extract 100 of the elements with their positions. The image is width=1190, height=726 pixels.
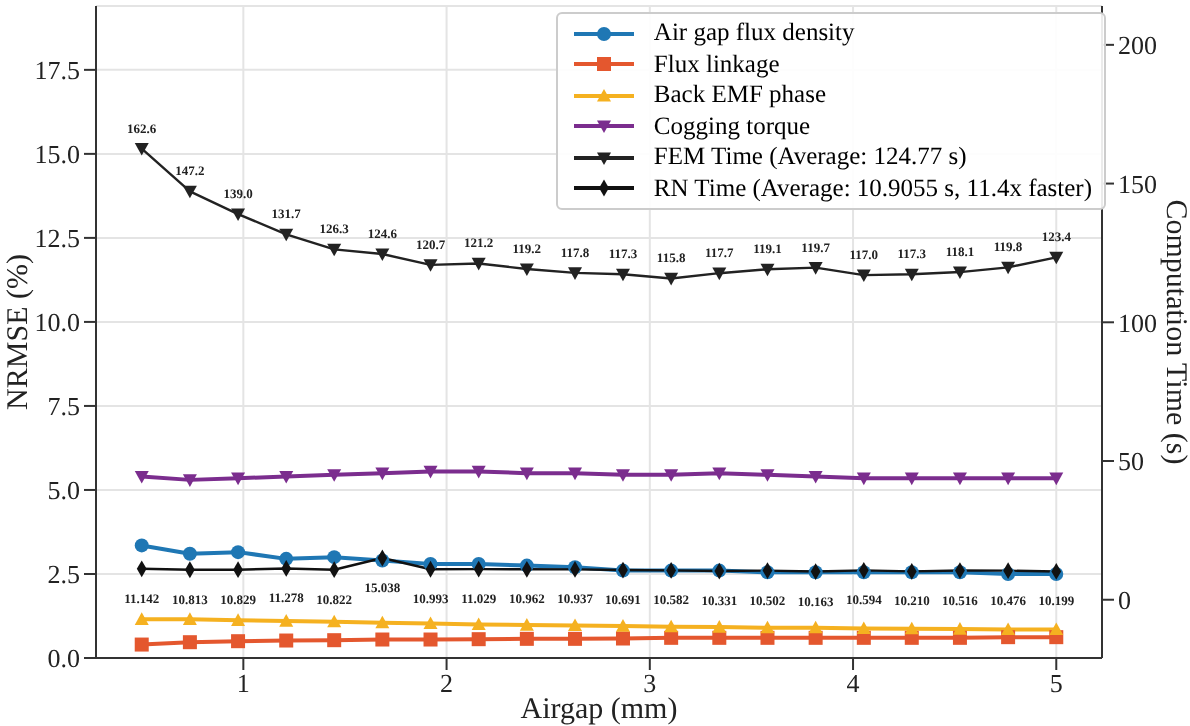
point [664,469,679,482]
x-tick-label: 5 [1049,668,1063,699]
y-tick-label: 7.5 [47,391,80,422]
point [760,620,775,634]
point [423,259,438,272]
point [519,618,534,631]
point [279,614,294,627]
point [134,143,149,156]
point [1049,472,1064,486]
point [375,632,390,647]
point [615,631,630,646]
point [519,467,534,481]
point [856,621,871,635]
point [760,263,775,277]
y2-tick-label: 150 [1118,168,1157,199]
x-axis-title: Airgap (mm) [520,694,678,726]
legend-label: FEM Time (Average: 124.77 s) [653,142,967,173]
point [568,267,583,280]
point [279,470,294,484]
point [423,465,438,479]
point [423,632,438,647]
point [279,228,294,242]
point [952,622,967,635]
point [568,618,583,631]
point [808,470,823,484]
point [856,472,871,486]
point [134,538,149,553]
point [471,257,486,271]
point [615,469,630,482]
point [134,637,149,652]
x-tick-label: 4 [846,668,861,699]
point [568,631,583,646]
point [327,633,342,648]
point [760,469,775,482]
y-axis-title: NRMSE (%) [2,254,35,410]
point [471,632,486,647]
point [519,263,534,277]
point [615,619,630,632]
point [134,470,149,484]
point [327,243,342,257]
point [182,546,197,561]
legend-label: Back EMF phase [653,80,827,111]
point [1049,251,1064,265]
point [182,635,197,650]
y2-tick-label: 0 [1118,584,1131,615]
legend-label: RN Time (Average: 10.9055 s, 11.4x faster) [653,173,1092,204]
point [856,269,871,283]
y-tick-label: 17.5 [34,55,80,86]
y2-axis-title: Computation Time (s) [1159,199,1190,465]
x-tick-label: 3 [643,668,657,699]
point [519,631,534,646]
y-tick-label: 12.5 [34,223,80,254]
point [712,620,727,633]
point [1001,261,1016,275]
y-tick-label: 10.0 [34,307,80,338]
point [182,612,197,625]
point [231,472,246,486]
y-tick-label: 5.0 [47,475,80,506]
point [471,617,486,630]
point [712,267,727,281]
y-tick-label: 0.0 [47,643,80,674]
legend-label: Air gap flux density [653,18,855,49]
legend-label: Cogging torque [653,111,811,142]
point [423,616,438,629]
point [664,630,679,645]
point [808,262,823,275]
point [664,272,679,286]
y2-tick-label: 100 [1118,307,1157,338]
point [568,467,583,481]
y2-tick-label: 50 [1118,446,1144,477]
point [327,469,342,482]
point [904,472,919,486]
point [182,474,197,487]
point [471,465,486,479]
point [182,185,197,199]
point [231,613,246,626]
point [375,615,390,629]
y-tick-label: 2.5 [47,559,80,590]
point [808,620,823,634]
legend-label: Flux linkage [653,49,780,80]
y-tick-label: 15.0 [34,139,80,170]
point [1001,622,1016,636]
point [327,550,342,565]
point [1049,622,1064,636]
point [904,268,919,282]
y2-tick-label: 200 [1118,30,1157,61]
point [375,467,390,481]
point [712,467,727,481]
x-tick-label: 2 [440,668,454,699]
point [231,634,246,649]
point [952,266,967,280]
x-tick-label: 1 [236,668,250,699]
point [615,268,630,282]
point [231,545,246,560]
point [664,619,679,633]
point [231,208,246,222]
point [327,614,342,628]
point [952,472,967,486]
point [279,633,294,648]
point [375,248,390,262]
